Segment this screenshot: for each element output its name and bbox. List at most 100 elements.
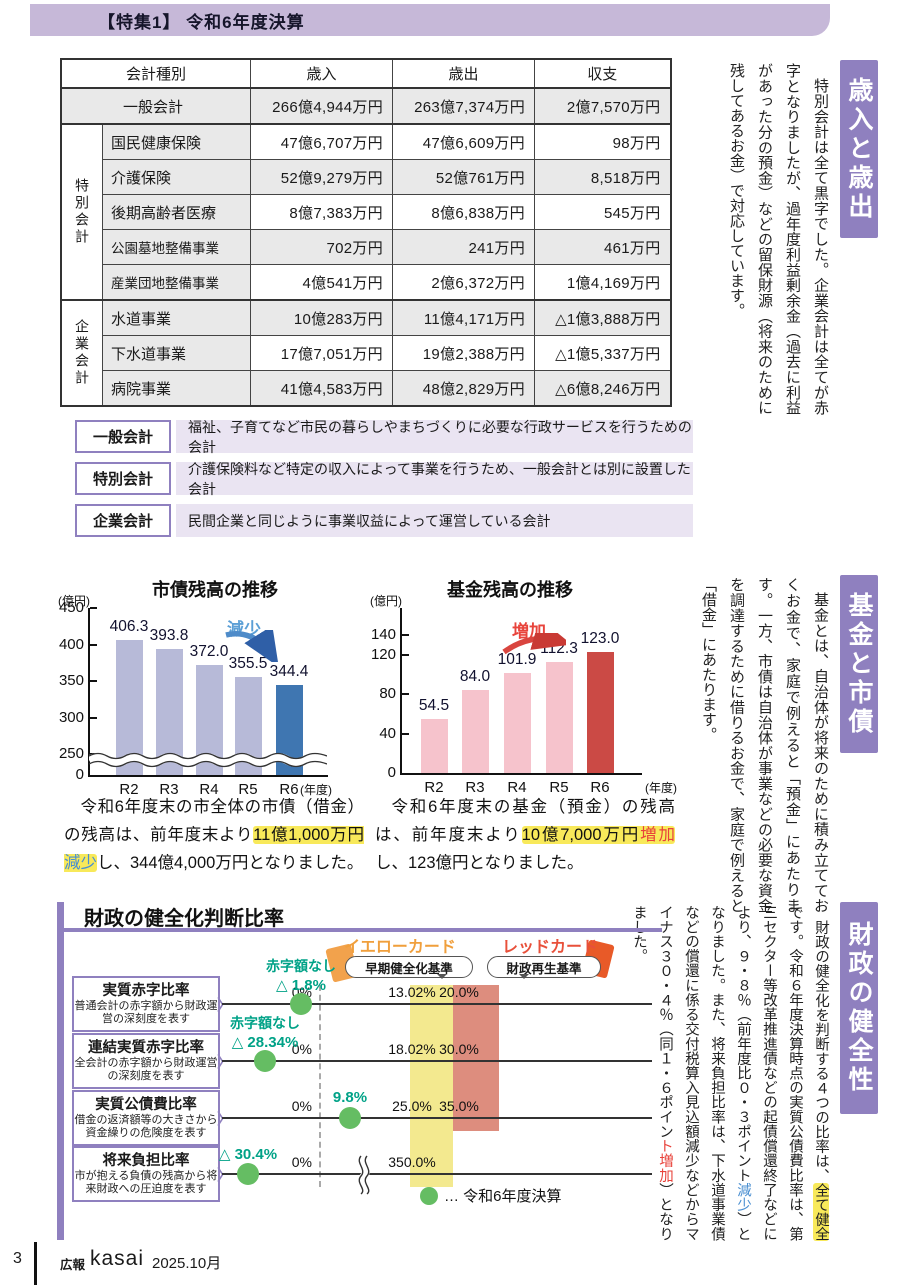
soundness-title: 財政の健全化判断比率 — [84, 908, 284, 930]
early-soundness-band — [410, 985, 453, 1187]
bar-R3 — [461, 690, 489, 773]
bond-chart-xunit: (年度) — [300, 783, 332, 797]
legend-dot-icon — [420, 1186, 438, 1205]
section-body-fund-bond: 基金とは、自治体が将来のために積み立てておくお金で、家庭で例えると「預金」にあた… — [700, 577, 829, 913]
ytick-250: 250 — [58, 745, 84, 762]
ytick-40: 40 — [379, 724, 396, 742]
bar-value-R4: 372.0 — [189, 642, 229, 660]
indicator-name: 実質公債費比率 — [95, 1097, 197, 1113]
red-threshold-label: 20.0% — [439, 984, 479, 1000]
page-footer: 3 広報 kasai 2025.10月 — [0, 1240, 908, 1285]
red-threshold-label: 30.0% — [439, 1041, 479, 1057]
indicator-pointer-icon: 〉 — [217, 1167, 233, 1184]
ytick-mark — [402, 653, 409, 656]
bond-chart-plot: 450 400 350 300 250 0 406.3 R2 393.8 R3 372.0 R4 355… — [59, 599, 328, 798]
fiscal-soundness-section: 財政の健全化判断比率 イエローカード 早期健全化基準 レッドカード 財政再生基準… — [57, 902, 682, 1242]
indicator-desc: 普通会計の赤字額から財政運営の深刻度を表す — [74, 1000, 218, 1025]
axis-break-wave — [89, 752, 327, 768]
ytick-80: 80 — [379, 685, 396, 703]
result-value: 9.8% — [295, 1089, 405, 1106]
fund-chart-xunit: (年度) — [645, 781, 677, 795]
table-row: 病院事業 41億4,583万円 48億2,829万円 △6億8,246万円 — [61, 370, 671, 407]
indicator-pointer-icon: 〉 — [217, 1054, 233, 1071]
fund-chart-plot: 140 120 80 40 0 54.5 R2 84.0 R3 101.9 R4 112.3 R5 123… — [371, 608, 642, 796]
result-dot — [290, 993, 312, 1015]
early-soundness-pill: 早期健全化基準 — [345, 956, 473, 979]
ytick-mark — [90, 643, 97, 646]
xtick-R6: R6 — [590, 779, 610, 796]
indicator-desc: 全会計の赤字額から財政運営の深刻度を表す — [74, 1057, 218, 1082]
section-body-fiscal-soundness: 財政の健全化を判断する４つの比率は、全て健全です。令和６年度決算時点の実質公債費… — [631, 905, 829, 1242]
xtick-R5: R5 — [549, 779, 569, 796]
indicator-axis-line — [222, 1003, 652, 1005]
definition-general-account: 一般会計 福祉、子育てなど市民の暮らしやまちづくりに必要な行政サービスを行うため… — [75, 419, 693, 455]
ytick-300: 300 — [58, 708, 84, 726]
yellow-threshold-label: 13.02% — [388, 984, 436, 1000]
xtick-R3: R3 — [159, 781, 179, 798]
bar-value-R3: 393.8 — [149, 627, 189, 645]
table-row: 一般会計 266億4,944万円 263億7,374万円 2億7,570万円 — [60, 87, 671, 125]
legend-text: … 令和6年度決算 — [444, 1188, 562, 1205]
definition-enterprise-account: 企業会計 民間企業と同じように事業収益によって運営している会計 — [75, 504, 693, 537]
indicator-pointer-icon: 〉 — [217, 1111, 233, 1128]
bar-value-R2: 54.5 — [418, 697, 450, 715]
col-balance: 収支 — [534, 58, 671, 89]
fiscal-rebuild-band — [453, 985, 499, 1131]
section-body-revenue-expenditure: 特別会計は全て黒字でした。企業会計は全てが赤字となりましたが、過年度利益剰余金（… — [728, 63, 829, 415]
result-value: 赤字額なし △ 28.34% — [210, 1013, 320, 1051]
footer-rule — [34, 1242, 37, 1285]
group-enterprise: 企業会計 — [60, 299, 103, 407]
decrease-arrow-icon — [225, 630, 279, 662]
section-accent-rule — [57, 928, 662, 932]
bond-chart-caption: 令和6年度末の市全体の市債（借金）の残高は、前年度末より11億1,000万円減少… — [64, 798, 364, 872]
indicator-axis-line — [222, 1117, 652, 1119]
accounts-table: 会計種別 歳入 歳出 収支 一般会計 266億4,944万円 263億7,374… — [60, 58, 672, 407]
bar-R6 — [586, 651, 614, 773]
table-row: 特別会計 国民健康保険 47億6,707万円 47億6,609万円 98万円 — [60, 123, 671, 301]
definition-desc: 福祉、子育てなど市民の暮らしやまちづくりに必要な行政サービスを行うための会計 — [176, 419, 693, 455]
ytick-mark — [402, 693, 409, 696]
result-dot — [339, 1107, 361, 1129]
section-accent-bar — [57, 902, 64, 1240]
yellow-card-label: イエローカード — [344, 939, 456, 956]
increase-arrow-icon — [502, 633, 566, 655]
ytick-mark — [90, 680, 97, 682]
fiscal-rebuild-pill: 財政再生基準 — [487, 956, 601, 979]
indicator-name: 実質赤字比率 — [102, 983, 190, 999]
yellow-threshold-label: 18.02% — [388, 1041, 436, 1057]
result-note: 赤字額なし — [266, 958, 336, 974]
table-row: 公園墓地整備事業 702万円 241万円 461万円 — [61, 229, 671, 265]
definition-label: 企業会計 — [75, 504, 171, 537]
ytick-0: 0 — [387, 764, 396, 781]
axis-break-squiggle — [358, 1154, 370, 1196]
bar-value-R2: 406.3 — [109, 617, 149, 635]
zero-label: 0% — [291, 1098, 312, 1114]
zero-axis-line — [319, 985, 321, 1187]
bar-R5 — [545, 662, 573, 773]
fund-chart-title: 基金残高の推移 — [447, 580, 573, 600]
bond-chart-unit: (億円) — [58, 594, 90, 608]
ytick-0: 0 — [75, 766, 84, 783]
red-threshold-label: 35.0% — [439, 1098, 479, 1114]
result-value: 赤字額なし △ 1.8% — [246, 956, 356, 994]
result-number: 9.8% — [332, 1089, 368, 1106]
col-kind: 会計種別 — [60, 58, 251, 89]
table-row: 後期高齢者医療 8億7,383万円 8億6,838万円 545万円 — [61, 194, 671, 230]
xtick-R4: R4 — [507, 779, 527, 796]
bar-value-R3: 84.0 — [459, 668, 491, 686]
ytick-350: 350 — [58, 672, 84, 689]
table-header-row: 会計種別 歳入 歳出 収支 — [60, 58, 671, 89]
red-card-label: レッドカード — [501, 939, 598, 956]
xtick-R3: R3 — [465, 779, 485, 796]
col-expenditure: 歳出 — [392, 58, 535, 89]
highlight-all-sound: 全て健全 — [813, 1182, 829, 1242]
table-row: 企業会計 水道事業 10億283万円 11億4,171万円 △1億3,888万円 — [60, 299, 671, 407]
bar-value-R6: 344.4 — [269, 663, 309, 681]
bar-R4 — [503, 672, 531, 773]
ytick-140: 140 — [370, 626, 396, 644]
section-title-revenue-expenditure: 歳入と歳出 — [840, 60, 878, 238]
bar-value-R6: 123.0 — [580, 629, 620, 647]
table-row: 産業団地整備事業 4億541万円 2億6,372万円 1億4,169万円 — [61, 264, 671, 301]
table-row: 介護保険 52億9,279万円 52億761万円 8,518万円 — [61, 159, 671, 195]
result-number: △ 1.8% — [276, 977, 326, 994]
